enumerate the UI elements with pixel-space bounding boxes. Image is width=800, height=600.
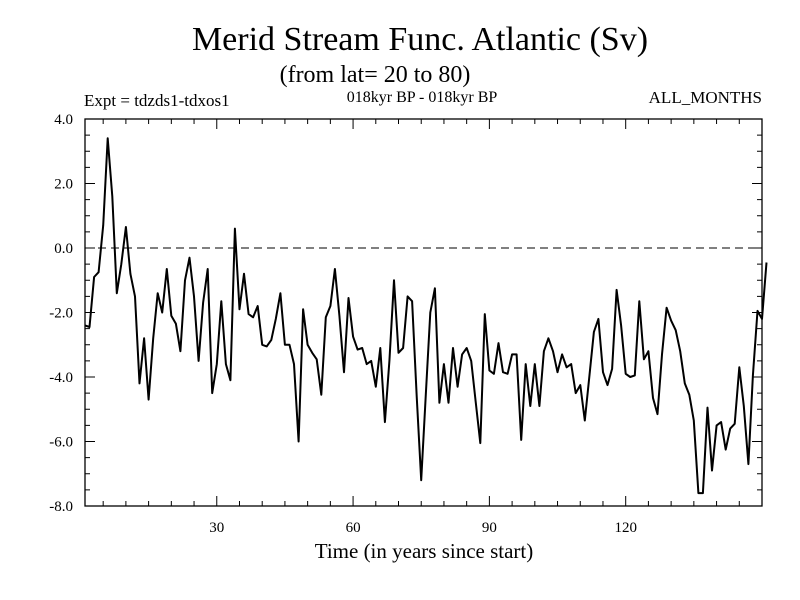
months-label: ALL_MONTHS — [649, 88, 762, 107]
y-tick-label: -2.0 — [49, 306, 73, 322]
chart-title: Merid Stream Func. Atlantic (Sv) — [192, 21, 648, 58]
chart-subtitle: (from lat= 20 to 80) — [280, 62, 471, 88]
y-tick-label: 0.0 — [54, 241, 73, 257]
y-tick-label: -6.0 — [49, 435, 73, 451]
series-layer — [84, 137, 768, 495]
x-tick-label: 90 — [482, 520, 497, 536]
x-tick-label: 120 — [614, 520, 637, 536]
y-tick-label: -8.0 — [49, 499, 73, 515]
series-line — [84, 137, 768, 495]
y-tick-label: 2.0 — [54, 177, 73, 193]
period-label: 018kyr BP - 018kyr BP — [347, 89, 498, 106]
x-axis-label: Time (in years since start) — [315, 539, 534, 563]
x-tick-label: 30 — [209, 520, 224, 536]
experiment-label: Expt = tdzds1-tdxos1 — [84, 91, 230, 110]
x-tick-label: 60 — [346, 520, 361, 536]
y-tick-label: 4.0 — [54, 112, 73, 128]
y-tick-label: -4.0 — [49, 370, 73, 386]
ticks-layer: -8.0 -6.0 -4.0 -2.0 0.0 2.0 4.0 30 60 90 120 — [49, 112, 763, 536]
